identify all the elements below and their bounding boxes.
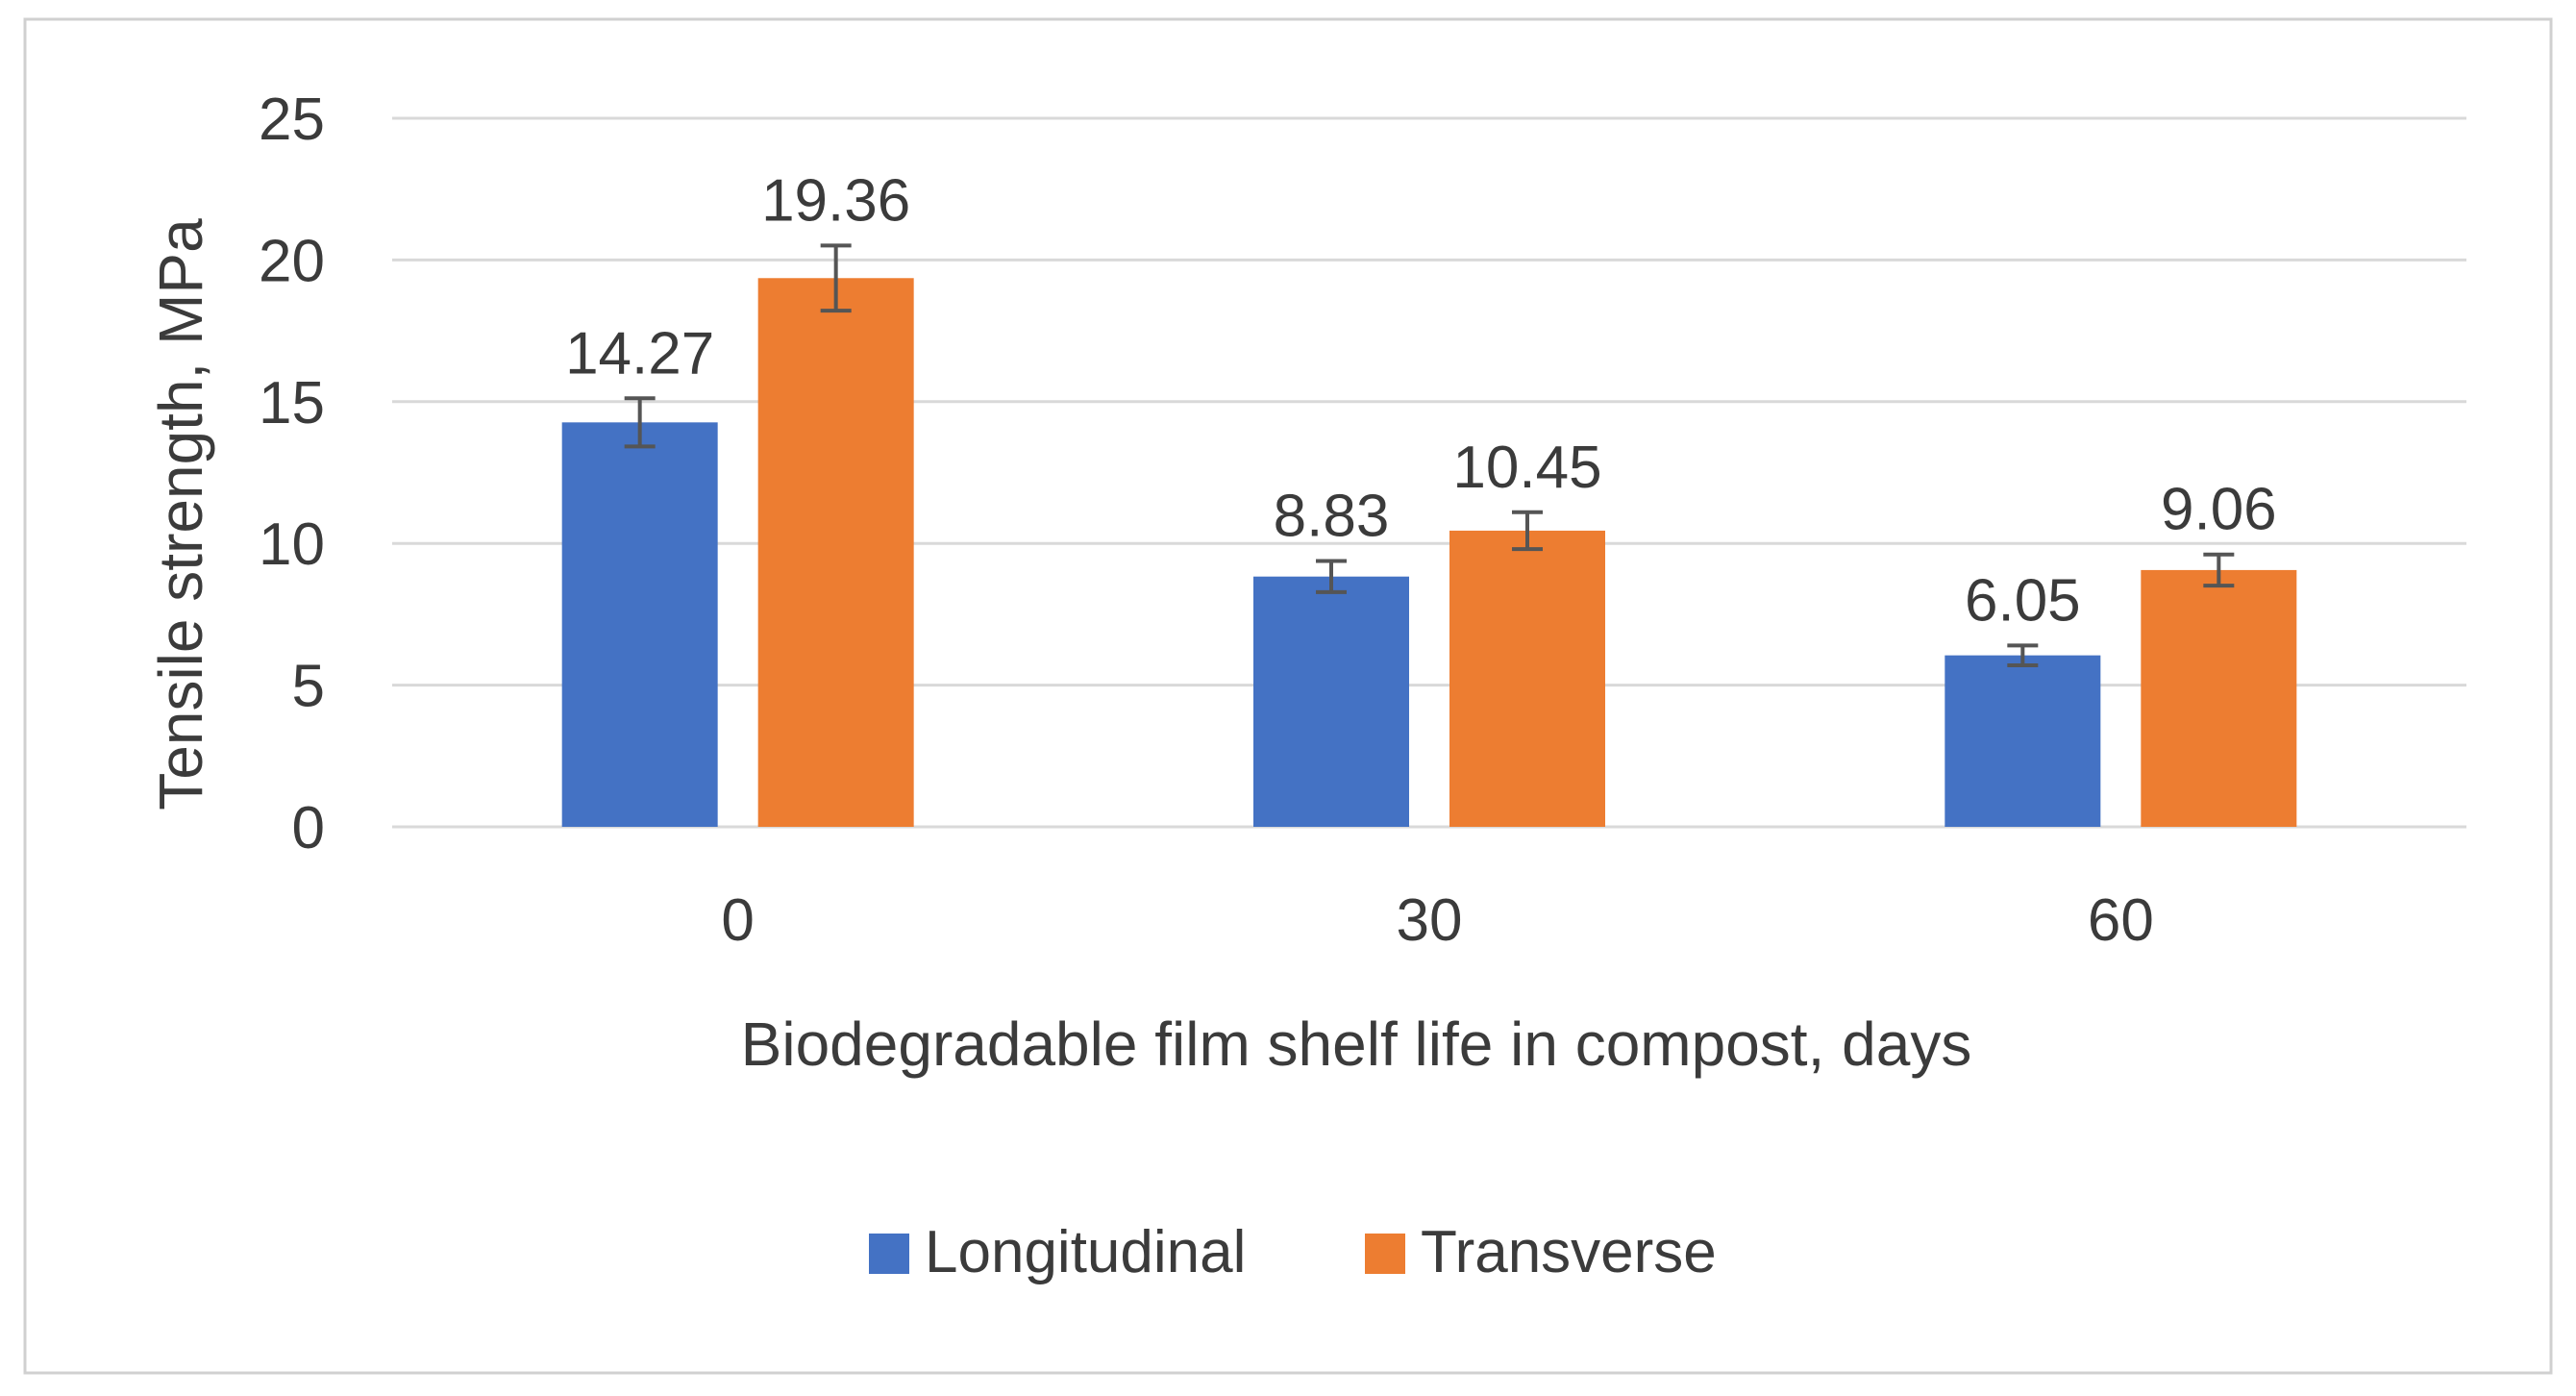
data-label: 19.36 xyxy=(761,167,910,234)
y-tick-label: 20 xyxy=(259,228,325,294)
legend-swatch-transverse xyxy=(1365,1234,1405,1274)
legend-swatch-longitudinal xyxy=(869,1234,909,1274)
error-bar xyxy=(2203,552,2235,588)
legend-label-transverse: Transverse xyxy=(1421,1219,1717,1285)
error-bar xyxy=(624,396,656,449)
bar-longitudinal-60 xyxy=(1944,655,2101,827)
y-axis-ticks: 0 5 10 15 20 25 xyxy=(259,87,325,861)
bar-transverse-30 xyxy=(1449,530,1605,827)
error-bars xyxy=(624,243,2235,667)
gridlines xyxy=(392,116,2466,829)
data-label: 9.06 xyxy=(2161,477,2277,543)
x-axis-title: Biodegradable film shelf life in compost… xyxy=(741,1010,1972,1079)
x-axis-ticks: 0 30 60 xyxy=(721,887,2153,954)
error-bar xyxy=(1316,559,1347,594)
y-tick-label: 10 xyxy=(259,511,325,578)
x-tick-label: 60 xyxy=(2088,887,2154,954)
bar-transverse-60 xyxy=(2141,569,2297,827)
y-tick-label: 5 xyxy=(292,654,325,720)
bar-transverse-0 xyxy=(757,278,914,827)
x-tick-label: 0 xyxy=(721,887,754,954)
y-axis-title: Tensile strength, MPa xyxy=(146,218,215,810)
data-label: 6.05 xyxy=(1965,567,2081,634)
error-bar xyxy=(1512,510,1543,552)
data-label: 8.83 xyxy=(1274,483,1390,549)
legend: Longitudinal Transverse xyxy=(869,1219,1717,1285)
y-tick-label: 15 xyxy=(259,370,325,436)
error-bar xyxy=(2007,643,2039,667)
data-labels: 14.27 19.36 8.83 10.45 6.05 9.06 xyxy=(565,167,2277,634)
bars xyxy=(561,278,2297,827)
bar-longitudinal-30 xyxy=(1253,576,1409,827)
error-bar xyxy=(820,243,852,313)
data-label: 10.45 xyxy=(1452,435,1601,501)
y-tick-label: 0 xyxy=(292,795,325,861)
x-tick-label: 30 xyxy=(1397,887,1463,954)
legend-label-longitudinal: Longitudinal xyxy=(925,1219,1246,1285)
data-label: 14.27 xyxy=(565,320,714,386)
y-tick-label: 25 xyxy=(259,87,325,153)
bar-longitudinal-0 xyxy=(561,422,718,827)
